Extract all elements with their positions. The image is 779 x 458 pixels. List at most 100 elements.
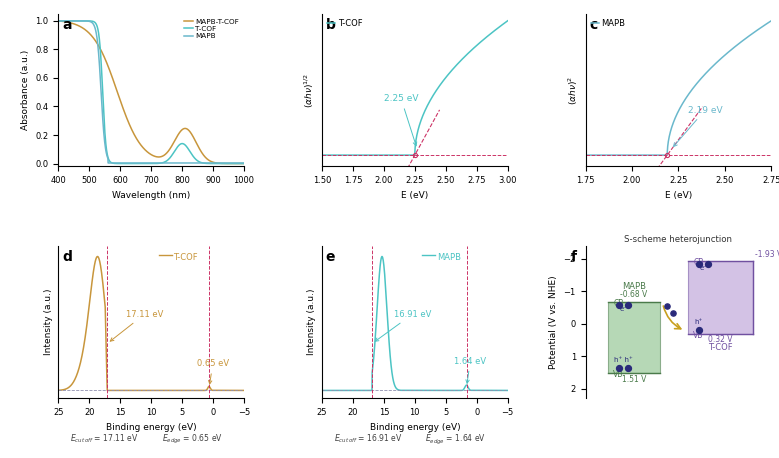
Title: S-scheme heterojunction: S-scheme heterojunction <box>625 234 732 244</box>
Text: MAPB: MAPB <box>622 282 646 291</box>
MAPB-T-COF <box>239 161 249 166</box>
Legend: MAPB: MAPB <box>590 18 626 28</box>
T-COF <box>365 153 375 158</box>
Point <box>661 302 674 309</box>
Legend: T-COF: T-COF <box>326 18 363 28</box>
MAPB-T-COF <box>54 18 63 24</box>
Line: MAPB: MAPB <box>586 21 771 155</box>
Text: 1.64 eV: 1.64 eV <box>454 357 486 383</box>
Text: 2.25 eV: 2.25 eV <box>384 94 418 146</box>
MAPB <box>665 132 675 138</box>
Text: CB: CB <box>693 258 703 267</box>
Point <box>622 364 635 371</box>
Text: CB: CB <box>613 299 624 308</box>
T-COF <box>161 158 171 164</box>
Y-axis label: $(\alpha h\nu)^{2}$: $(\alpha h\nu)^{2}$ <box>566 76 580 105</box>
FancyBboxPatch shape <box>608 302 660 373</box>
T-COF <box>503 18 513 23</box>
MAPB <box>65 18 75 24</box>
X-axis label: Binding energy (eV): Binding energy (eV) <box>106 423 196 432</box>
MAPB <box>690 83 700 88</box>
Text: MAPB: MAPB <box>437 253 461 262</box>
MAPB <box>721 52 730 57</box>
Text: 2.19 eV: 2.19 eV <box>674 106 722 147</box>
Text: f: f <box>571 251 576 264</box>
T-COF <box>195 159 204 164</box>
X-axis label: E (eV): E (eV) <box>401 191 428 200</box>
Text: $E_{edge}$ = 0.65 eV: $E_{edge}$ = 0.65 eV <box>161 433 223 446</box>
Text: 0.32 V: 0.32 V <box>708 335 732 344</box>
T-COF <box>213 161 223 166</box>
Text: -1.93 V: -1.93 V <box>756 250 779 259</box>
MAPB <box>239 160 249 166</box>
Line: T-COF: T-COF <box>58 21 244 164</box>
Text: 16.91 eV: 16.91 eV <box>375 310 431 341</box>
Point <box>613 301 626 309</box>
MAPB <box>162 160 171 166</box>
T-COF <box>172 145 182 151</box>
Point <box>613 364 626 371</box>
Text: 0.65 eV: 0.65 eV <box>197 360 229 384</box>
MAPB <box>195 160 204 166</box>
MAPB <box>581 153 590 158</box>
X-axis label: E (eV): E (eV) <box>664 191 692 200</box>
Line: MAPB-T-COF: MAPB-T-COF <box>58 21 244 164</box>
Text: h⁺: h⁺ <box>695 319 703 325</box>
MAPB <box>614 153 623 158</box>
Y-axis label: $(\alpha h\nu)^{1/2}$: $(\alpha h\nu)^{1/2}$ <box>303 72 316 108</box>
Point <box>693 261 705 268</box>
Y-axis label: Absorbance (a.u.): Absorbance (a.u.) <box>21 50 30 130</box>
Y-axis label: Intensity (a.u.): Intensity (a.u.) <box>44 289 53 355</box>
Text: d: d <box>62 251 72 264</box>
MAPB <box>54 18 63 24</box>
Point <box>667 309 679 316</box>
Y-axis label: Potential (V vs. NHE): Potential (V vs. NHE) <box>549 275 558 369</box>
MAPB-T-COF <box>65 20 75 26</box>
T-COF <box>54 18 63 24</box>
T-COF <box>457 57 467 62</box>
T-COF <box>351 153 360 158</box>
Text: c: c <box>589 18 597 33</box>
MAPB-T-COF <box>167 144 176 150</box>
Text: VB: VB <box>693 331 703 340</box>
MAPB <box>629 153 638 158</box>
Text: 17.11 eV: 17.11 eV <box>111 310 163 341</box>
Text: $E_{cut\,off}$ = 16.91 eV: $E_{cut\,off}$ = 16.91 eV <box>334 432 403 445</box>
T-COF <box>401 153 411 158</box>
MAPB-T-COF <box>161 151 171 156</box>
MAPB <box>213 160 223 166</box>
MAPB <box>705 67 714 72</box>
T-COF <box>239 161 249 166</box>
FancyBboxPatch shape <box>688 261 753 334</box>
MAPB <box>172 160 182 166</box>
MAPB-T-COF <box>195 146 204 151</box>
T-COF <box>65 18 75 24</box>
MAPB-T-COF <box>172 135 182 140</box>
Point <box>622 301 635 309</box>
Line: T-COF: T-COF <box>322 21 508 155</box>
X-axis label: Wavelength (nm): Wavelength (nm) <box>112 191 190 200</box>
Point <box>693 327 705 334</box>
T-COF <box>427 96 436 101</box>
Text: T-COF: T-COF <box>708 343 732 352</box>
Text: $\bar{E}_{edge}$ = 1.64 eV: $\bar{E}_{edge}$ = 1.64 eV <box>425 431 486 446</box>
Text: e⁻: e⁻ <box>619 306 628 312</box>
Text: e⁻: e⁻ <box>700 265 707 271</box>
Y-axis label: Intensity (a.u.): Intensity (a.u.) <box>308 289 316 355</box>
MAPB <box>104 160 113 166</box>
Text: 1.51 V: 1.51 V <box>622 375 646 384</box>
Text: VB: VB <box>613 370 624 379</box>
X-axis label: Binding energy (eV): Binding energy (eV) <box>369 423 460 432</box>
MAPB <box>167 160 176 166</box>
MAPB <box>767 18 776 23</box>
Text: a: a <box>62 18 72 33</box>
MAPB-T-COF <box>213 160 223 166</box>
T-COF <box>317 153 326 158</box>
Text: b: b <box>326 18 336 33</box>
T-COF <box>167 153 176 159</box>
Legend: MAPB-T-COF, T-COF, MAPB: MAPB-T-COF, T-COF, MAPB <box>183 17 241 41</box>
Text: -0.68 V: -0.68 V <box>620 290 647 299</box>
Line: MAPB: MAPB <box>58 21 244 163</box>
Text: e: e <box>326 251 335 264</box>
Text: h⁺ h⁺: h⁺ h⁺ <box>615 357 633 363</box>
